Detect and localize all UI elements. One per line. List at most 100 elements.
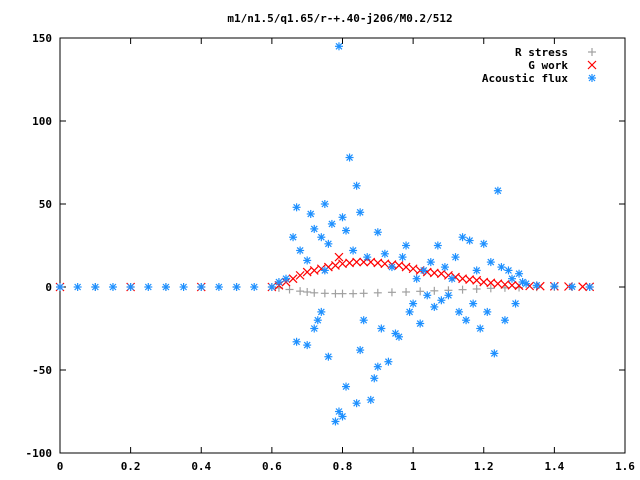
- data-point: [479, 277, 489, 287]
- data-point: [472, 275, 482, 285]
- data-point: [334, 252, 344, 262]
- series-acoustic-flux: [56, 42, 594, 426]
- data-point: [585, 283, 594, 291]
- data-point: [91, 283, 100, 291]
- data-point: [507, 280, 517, 290]
- data-point: [504, 266, 513, 275]
- data-point: [296, 287, 305, 296]
- data-point: [161, 283, 170, 291]
- data-point: [465, 236, 474, 245]
- data-point: [232, 283, 241, 291]
- x-tick-label: 1: [410, 460, 417, 473]
- x-tick-label: 1.4: [544, 460, 564, 473]
- data-point: [359, 316, 368, 325]
- data-point: [416, 319, 425, 328]
- data-point: [292, 337, 301, 346]
- data-point: [423, 291, 432, 300]
- data-point: [331, 260, 340, 270]
- data-point: [405, 307, 414, 316]
- y-tick-label: -50: [32, 364, 52, 377]
- data-point: [274, 278, 283, 287]
- data-point: [144, 283, 153, 291]
- legend-label: G work: [528, 59, 568, 72]
- data-point: [472, 284, 481, 293]
- data-point: [349, 246, 358, 255]
- data-point: [387, 263, 396, 272]
- data-point: [412, 274, 421, 283]
- data-point: [522, 279, 531, 288]
- data-point: [377, 324, 386, 333]
- data-point: [303, 341, 312, 350]
- x-tick-label: 1.6: [615, 460, 635, 473]
- data-point: [108, 283, 117, 291]
- data-point: [469, 299, 478, 308]
- data-point: [56, 283, 64, 291]
- data-point: [490, 349, 499, 358]
- data-point: [500, 280, 510, 289]
- data-point: [295, 270, 305, 280]
- data-point: [267, 283, 276, 291]
- data-point: [387, 288, 396, 297]
- data-point: [409, 299, 418, 308]
- data-point: [486, 278, 496, 288]
- data-point: [578, 282, 588, 292]
- data-point: [532, 281, 541, 290]
- data-point: [455, 307, 464, 316]
- data-point: [334, 42, 343, 51]
- data-point: [373, 228, 382, 237]
- data-point: [440, 263, 449, 272]
- data-point: [515, 283, 524, 292]
- data-point: [306, 209, 315, 218]
- data-marks: [55, 42, 595, 426]
- data-point: [320, 200, 329, 208]
- data-point: [352, 257, 362, 267]
- data-point: [394, 260, 404, 270]
- data-point: [331, 417, 340, 426]
- data-point: [384, 357, 393, 366]
- data-point: [465, 275, 475, 284]
- data-point: [402, 287, 411, 296]
- data-point: [429, 268, 439, 278]
- x-tick-label: 0.4: [191, 460, 211, 473]
- plot-frame: [59, 37, 626, 454]
- data-point: [416, 287, 425, 296]
- legend-marker: [588, 74, 596, 82]
- data-point: [433, 241, 442, 250]
- data-point: [197, 283, 206, 291]
- legend-marker: [587, 60, 597, 70]
- data-point: [493, 186, 502, 195]
- data-point: [288, 274, 298, 284]
- data-point: [313, 316, 322, 325]
- x-tick-label: 0.6: [262, 460, 282, 473]
- data-point: [373, 258, 383, 268]
- data-point: [345, 153, 354, 162]
- data-point: [426, 258, 435, 267]
- data-point: [486, 258, 495, 267]
- data-point: [444, 291, 453, 300]
- data-point: [395, 332, 403, 341]
- data-point: [476, 324, 485, 333]
- data-point: [356, 346, 365, 355]
- data-point: [338, 412, 347, 421]
- legend-marker: [588, 48, 596, 56]
- data-point: [363, 253, 372, 262]
- data-point: [359, 257, 369, 267]
- data-point: [447, 274, 456, 283]
- y-tick-label: 100: [32, 115, 52, 128]
- x-tick-label: 0: [57, 460, 64, 473]
- data-point: [373, 288, 382, 297]
- data-point: [289, 233, 298, 242]
- series-r-stress: [56, 283, 594, 298]
- data-point: [401, 262, 411, 272]
- data-point: [497, 263, 506, 272]
- x-tick-label: 1.2: [474, 460, 494, 473]
- y-tick-label: 50: [39, 198, 52, 211]
- data-point: [373, 362, 382, 371]
- data-point: [334, 407, 343, 416]
- data-point: [483, 307, 492, 316]
- data-point: [472, 266, 481, 275]
- data-point: [292, 203, 301, 212]
- data-point: [338, 213, 347, 222]
